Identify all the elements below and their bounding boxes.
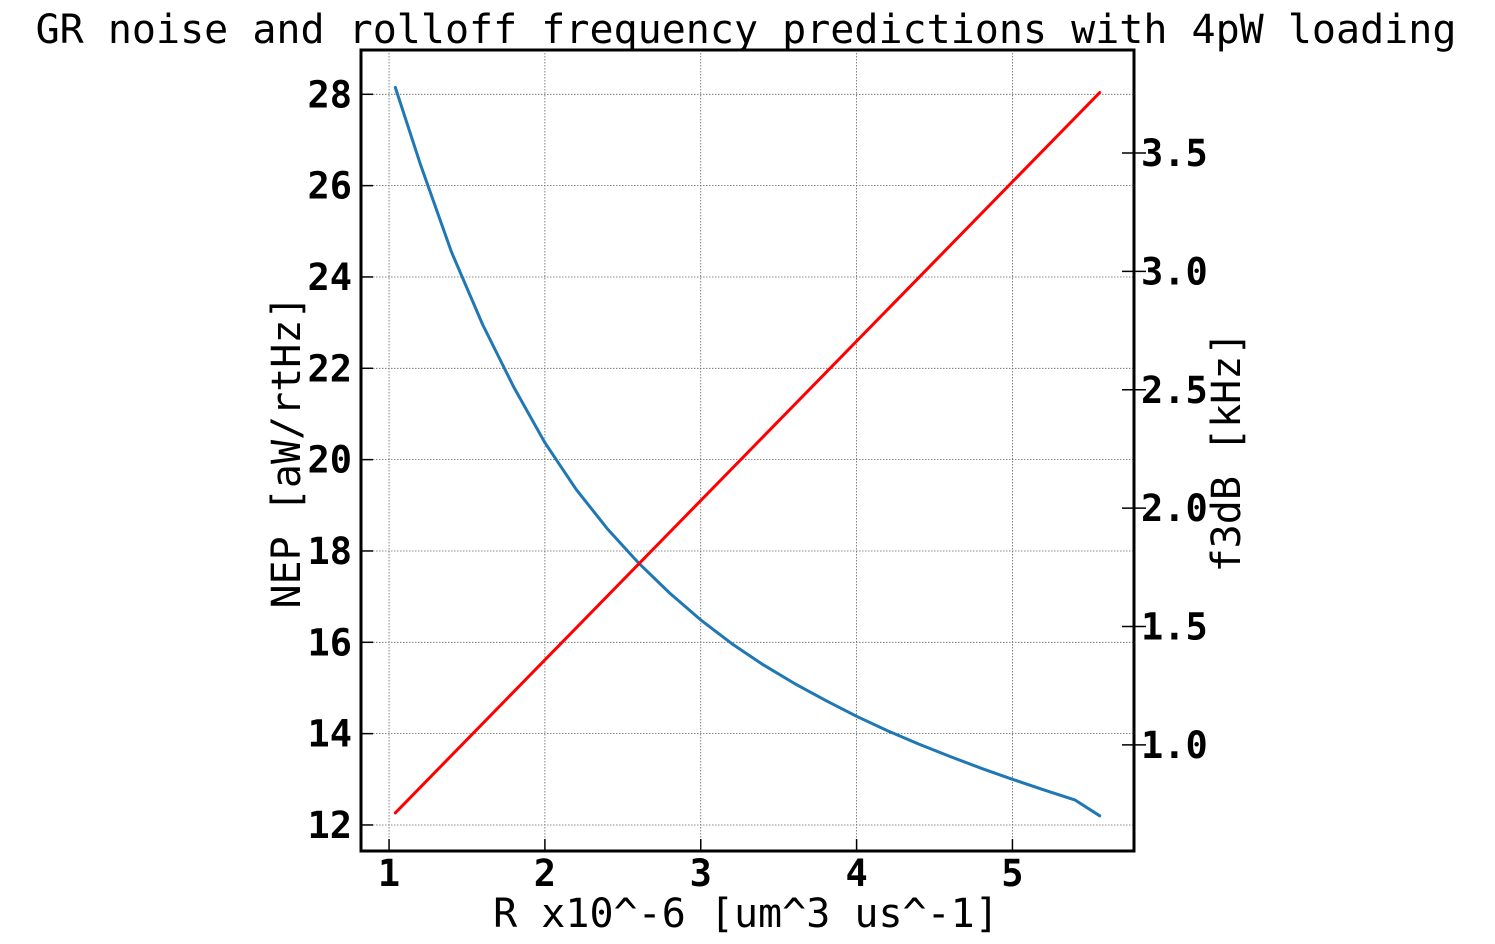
y-tick-label: 14 xyxy=(307,713,352,756)
y-tick-label: 28 xyxy=(307,73,352,116)
y2-tick-label: 2.0 xyxy=(1141,487,1208,530)
x-tick-label: 5 xyxy=(1001,852,1023,895)
y-tick-label: 22 xyxy=(307,347,352,390)
y-tick-label: 16 xyxy=(307,621,352,664)
y2-tick-label: 2.5 xyxy=(1141,369,1208,412)
chart-title: GR noise and rolloff frequency predictio… xyxy=(36,7,1457,53)
y2-tick-label: 3.0 xyxy=(1141,250,1208,293)
y-tick-label: 18 xyxy=(307,530,352,573)
y2-axis-label: f3dB [kHz] xyxy=(1204,332,1250,573)
y-axis-label: NEP [aW/rtHz] xyxy=(264,295,310,608)
x-tick-label: 4 xyxy=(845,852,867,895)
y-tick-label: 24 xyxy=(307,256,352,299)
y2-tick-label: 1.5 xyxy=(1141,606,1208,649)
nep-series-line xyxy=(393,85,1102,818)
x-tick-label: 3 xyxy=(690,852,712,895)
x-axis-label: R x10^-6 [um^3 us^-1] xyxy=(493,891,999,937)
tick-layer: 1 2 3 4 51214161820222426281.01.52.02.53.03.… xyxy=(307,73,1207,895)
y2-tick-label: 1.0 xyxy=(1141,724,1208,767)
y2-tick-label: 3.5 xyxy=(1141,132,1208,175)
x-tick-label: 2 xyxy=(534,852,556,895)
series-layer xyxy=(393,85,1102,818)
f3db-series-line xyxy=(393,91,1102,815)
y-tick-label: 20 xyxy=(307,439,352,482)
y-tick-label: 12 xyxy=(307,804,352,847)
plot-frame xyxy=(359,48,1136,853)
x-tick-label: 1 xyxy=(378,852,400,895)
y-tick-label: 26 xyxy=(307,165,352,208)
